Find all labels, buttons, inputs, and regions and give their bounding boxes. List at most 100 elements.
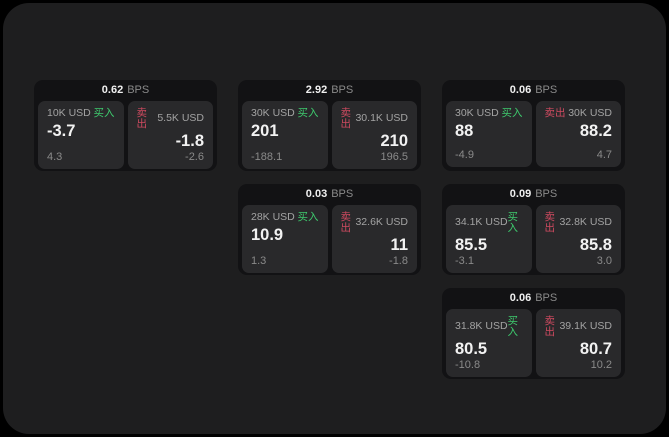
sell-delta: 10.2 <box>590 358 612 371</box>
quote-tiles: 31.8K USD 买入 80.5 -10.8 卖出 39.1K USD 80.… <box>442 309 625 379</box>
sell-price: -1.8 <box>175 132 204 150</box>
sell-tile-header: 卖出 32.8K USD <box>545 212 613 233</box>
quote-card: 0.06 BPS 30K USD 买入 88 -4.9 卖出 30K USD <box>442 80 625 171</box>
buy-side-label: 买入 <box>507 315 519 338</box>
sell-price: 85.8 <box>579 236 612 254</box>
buy-tile[interactable]: 30K USD 买入 88 -4.9 <box>446 101 532 167</box>
bps-unit-label: BPS <box>127 84 150 96</box>
buy-tile-header: 34.1K USD 买入 <box>455 212 523 233</box>
sell-notional: 5.5K USD <box>157 112 204 125</box>
bps-unit-label: BPS <box>535 84 558 96</box>
bps-unit-label: BPS <box>331 84 354 96</box>
sell-tile[interactable]: 卖出 30K USD 88.2 4.7 <box>535 101 621 167</box>
sell-price: 80.7 <box>579 340 612 358</box>
sell-price: 11 <box>390 236 408 254</box>
sell-delta: -2.6 <box>185 150 204 163</box>
buy-tile-header: 28K USD 买入 <box>251 212 319 223</box>
buy-tile[interactable]: 10K USD 买入 -3.7 4.3 <box>38 101 124 169</box>
quote-board-panel: 0.62 BPS 10K USD 买入 -3.7 4.3 卖出 5.5K USD <box>3 3 666 434</box>
quote-tiles: 10K USD 买入 -3.7 4.3 卖出 5.5K USD -1.8 -2.… <box>34 101 217 171</box>
buy-tile-header: 30K USD 买入 <box>251 108 319 119</box>
sell-tile[interactable]: 卖出 39.1K USD 80.7 10.2 <box>535 309 621 377</box>
sell-price: 210 <box>380 132 408 150</box>
sell-delta: -1.8 <box>389 254 408 267</box>
quote-card: 0.03 BPS 28K USD 买入 10.9 1.3 卖出 32.6K US… <box>238 184 421 275</box>
sell-tile[interactable]: 卖出 30.1K USD 210 196.5 <box>331 101 417 169</box>
sell-tile[interactable]: 卖出 32.8K USD 85.8 3.0 <box>535 205 621 273</box>
buy-delta: -4.9 <box>455 149 474 161</box>
bps-unit-label: BPS <box>535 188 558 200</box>
buy-price: 88 <box>455 121 474 140</box>
buy-tile[interactable]: 31.8K USD 买入 80.5 -10.8 <box>446 309 532 377</box>
buy-side-label: 买入 <box>507 211 519 234</box>
sell-tile-header: 卖出 32.6K USD <box>341 212 409 233</box>
sell-side-label: 卖出 <box>544 107 566 119</box>
buy-notional: 30K USD <box>455 107 499 119</box>
buy-tile[interactable]: 34.1K USD 买入 85.5 -3.1 <box>446 205 532 273</box>
quote-card: 0.62 BPS 10K USD 买入 -3.7 4.3 卖出 5.5K USD <box>34 80 217 171</box>
sell-tile-header: 卖出 39.1K USD <box>545 316 613 337</box>
bps-value: 0.06 <box>509 292 532 304</box>
quote-tiles: 34.1K USD 买入 85.5 -3.1 卖出 32.8K USD 85.8… <box>442 205 625 275</box>
sell-delta: 4.7 <box>596 149 612 161</box>
buy-tile[interactable]: 30K USD 买入 201 -188.1 <box>242 101 328 169</box>
buy-notional: 34.1K USD <box>455 216 508 229</box>
card-header: 0.03 BPS <box>238 184 421 205</box>
sell-notional: 32.6K USD <box>355 216 408 229</box>
sell-side-label: 卖出 <box>544 315 556 338</box>
buy-tile-header: 10K USD 买入 <box>47 108 115 119</box>
card-header: 0.62 BPS <box>34 80 217 101</box>
sell-delta: 3.0 <box>596 254 612 267</box>
buy-notional: 30K USD <box>251 107 295 119</box>
sell-tile-header: 卖出 30K USD <box>545 108 613 119</box>
sell-side-label: 卖出 <box>544 211 556 234</box>
quote-tiles: 30K USD 买入 201 -188.1 卖出 30.1K USD 210 1… <box>238 101 421 171</box>
sell-delta: 196.5 <box>380 150 408 163</box>
card-header: 0.09 BPS <box>442 184 625 205</box>
bps-value: 0.62 <box>101 84 124 96</box>
buy-delta: -10.8 <box>455 358 481 371</box>
sell-side-label: 卖出 <box>136 107 148 130</box>
sell-tile-header: 卖出 30.1K USD <box>341 108 409 129</box>
buy-price: 80.5 <box>455 340 488 358</box>
buy-notional: 31.8K USD <box>455 320 508 333</box>
buy-side-label: 买入 <box>297 211 319 223</box>
bps-value: 2.92 <box>305 84 328 96</box>
sell-tile[interactable]: 卖出 32.6K USD 11 -1.8 <box>331 205 417 273</box>
buy-tile-header: 30K USD 买入 <box>455 108 523 119</box>
bps-value: 0.09 <box>509 188 532 200</box>
bps-value: 0.03 <box>305 188 328 200</box>
buy-price: 201 <box>251 121 279 140</box>
sell-tile-header: 卖出 5.5K USD <box>137 108 205 129</box>
buy-side-label: 买入 <box>501 107 523 119</box>
bps-value: 0.06 <box>509 84 532 96</box>
buy-tile[interactable]: 28K USD 买入 10.9 1.3 <box>242 205 328 273</box>
buy-delta: 4.3 <box>47 150 63 163</box>
quote-tiles: 28K USD 买入 10.9 1.3 卖出 32.6K USD 11 -1.8 <box>238 205 421 275</box>
sell-notional: 30K USD <box>568 107 612 119</box>
sell-side-label: 卖出 <box>340 107 352 130</box>
card-header: 2.92 BPS <box>238 80 421 101</box>
buy-notional: 28K USD <box>251 211 295 223</box>
bps-unit-label: BPS <box>331 188 354 200</box>
quote-card-grid: 0.62 BPS 10K USD 买入 -3.7 4.3 卖出 5.5K USD <box>34 80 625 379</box>
sell-notional: 32.8K USD <box>559 216 612 229</box>
sell-notional: 30.1K USD <box>355 112 408 125</box>
quote-card: 0.06 BPS 31.8K USD 买入 80.5 -10.8 卖出 39.1… <box>442 288 625 379</box>
buy-side-label: 买入 <box>93 107 115 119</box>
buy-delta: -3.1 <box>455 254 474 267</box>
quote-tiles: 30K USD 买入 88 -4.9 卖出 30K USD 88.2 4.7 <box>442 101 625 171</box>
buy-price: -3.7 <box>47 121 76 140</box>
sell-side-label: 卖出 <box>340 211 352 234</box>
buy-side-label: 买入 <box>297 107 319 119</box>
buy-notional: 10K USD <box>47 107 91 119</box>
buy-price: 10.9 <box>251 225 284 244</box>
quote-card: 0.09 BPS 34.1K USD 买入 85.5 -3.1 卖出 32.8K… <box>442 184 625 275</box>
sell-notional: 39.1K USD <box>559 320 612 333</box>
sell-tile[interactable]: 卖出 5.5K USD -1.8 -2.6 <box>127 101 213 169</box>
bps-unit-label: BPS <box>535 292 558 304</box>
quote-card: 2.92 BPS 30K USD 买入 201 -188.1 卖出 30.1K … <box>238 80 421 171</box>
buy-delta: -188.1 <box>251 150 283 163</box>
card-header: 0.06 BPS <box>442 288 625 309</box>
buy-price: 85.5 <box>455 236 488 254</box>
